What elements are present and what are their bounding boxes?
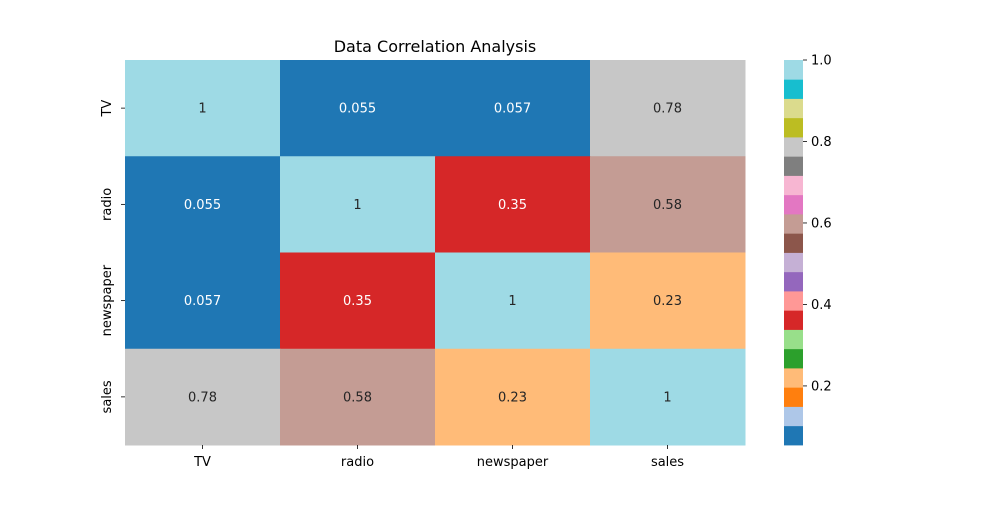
cell-annotation: 0.58 — [653, 198, 682, 213]
heatmap-cell — [125, 156, 281, 253]
colorbar-segment — [784, 214, 803, 234]
cell-annotation: 0.057 — [184, 294, 221, 309]
y-tick-label: newspaper — [100, 264, 115, 336]
heatmap-cell — [435, 252, 591, 350]
y-axis: TV radio newspaper sales — [100, 100, 125, 413]
cell-annotation: 0.78 — [188, 390, 217, 405]
y-tick-label: radio — [100, 188, 115, 221]
colorbar-segment — [784, 425, 803, 446]
colorbar-tick-label: 0.6 — [811, 216, 832, 231]
cell-annotation: 0.23 — [653, 294, 682, 309]
colorbar-tick-label: 0.8 — [811, 135, 832, 150]
x-tick-label: sales — [651, 455, 684, 470]
cell-annotation: 0.23 — [498, 390, 527, 405]
colorbar-segment — [784, 79, 803, 99]
colorbar-segment — [784, 406, 803, 427]
cell-annotation: 1 — [198, 102, 206, 117]
heatmap-cell — [125, 348, 281, 446]
heatmap-cells — [125, 60, 746, 446]
colorbar: 0.2 0.4 0.6 0.8 1.0 — [784, 54, 832, 446]
x-tick-label: radio — [341, 455, 374, 470]
cell-annotation: 0.057 — [494, 102, 531, 117]
colorbar-segment — [784, 117, 803, 138]
heatmap-cell — [125, 60, 281, 157]
colorbar-segment — [784, 291, 803, 311]
colorbar-segment — [784, 233, 803, 253]
heatmap-cell — [280, 60, 436, 157]
colorbar-segment — [784, 252, 803, 273]
colorbar-segment — [784, 271, 803, 292]
colorbar-segment — [784, 348, 803, 369]
colorbar-segment — [784, 156, 803, 176]
heatmap-annotations: 1 0.055 0.057 0.78 0.055 1 0.35 0.58 0.057 0.35 1 0… — [184, 102, 682, 406]
heatmap-cell — [435, 60, 591, 157]
heatmap-cell — [435, 348, 591, 446]
colorbar-segment — [784, 194, 803, 215]
cell-annotation: 1 — [353, 198, 361, 213]
heatmap-cell — [280, 156, 436, 253]
colorbar-tick-label: 0.2 — [811, 379, 832, 394]
x-axis: TV radio newspaper sales — [193, 445, 684, 470]
x-tick-label: TV — [193, 455, 211, 470]
colorbar-segment — [784, 387, 803, 407]
cell-annotation: 0.58 — [343, 390, 372, 405]
colorbar-segment — [784, 98, 803, 119]
colorbar-tick-label: 1.0 — [811, 54, 832, 69]
y-tick-label: sales — [100, 380, 115, 413]
cell-annotation: 0.055 — [339, 102, 376, 117]
chart-title: Data Correlation Analysis — [334, 37, 537, 56]
cell-annotation: 0.35 — [343, 294, 372, 309]
colorbar-segment — [784, 175, 803, 196]
cell-annotation: 0.35 — [498, 198, 527, 213]
cell-annotation: 1 — [508, 294, 516, 309]
colorbar-tick-label: 0.4 — [811, 298, 832, 313]
x-tick-label: newspaper — [477, 455, 549, 470]
cell-annotation: 1 — [663, 390, 671, 405]
heatmap-cell — [435, 156, 591, 253]
heatmap-cell — [590, 60, 746, 157]
colorbar-segment — [784, 329, 803, 350]
heatmap-cell — [590, 156, 746, 253]
cell-annotation: 0.78 — [653, 102, 682, 117]
colorbar-segment — [784, 310, 803, 330]
colorbar-segment — [784, 137, 803, 157]
colorbar-segment — [784, 368, 803, 388]
heatmap-cell — [590, 348, 746, 446]
cell-annotation: 0.055 — [184, 198, 221, 213]
colorbar-segment — [784, 60, 803, 80]
heatmap-cell — [590, 252, 746, 350]
heatmap-cell — [280, 252, 436, 350]
y-tick-label: TV — [100, 100, 115, 118]
heatmap-cell — [280, 348, 436, 446]
heatmap-cell — [125, 252, 281, 350]
